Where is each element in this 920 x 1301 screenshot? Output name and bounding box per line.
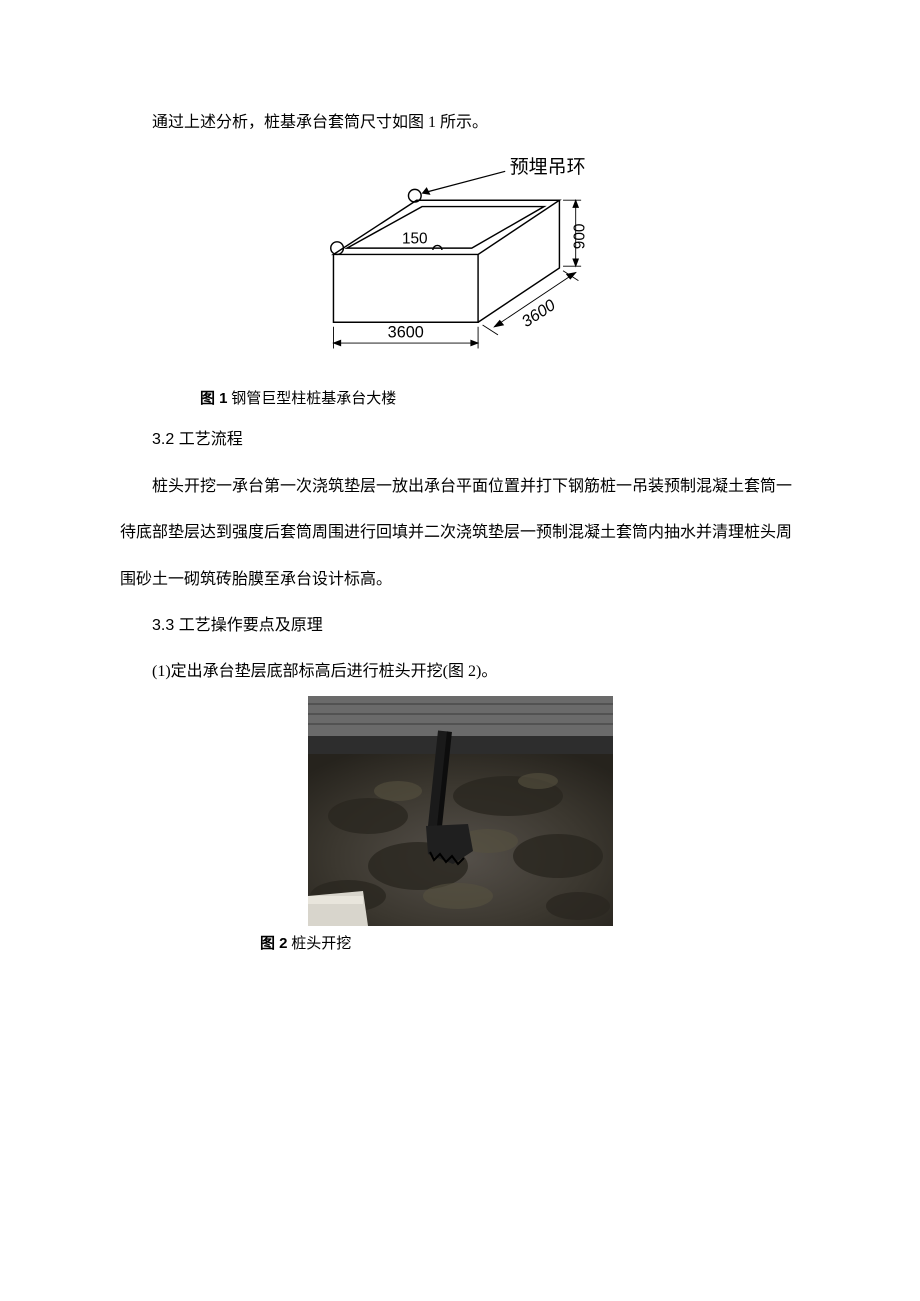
label-hook: 预埋吊环 [510, 157, 586, 179]
figure-1-caption: 图 1 钢管巨型柱桩基承台大楼 [200, 385, 800, 413]
figure-2-text: 桩头开挖 [291, 936, 351, 952]
heading-3-2-text: 工艺流程 [179, 431, 243, 448]
heading-3-3-text: 工艺操作要点及原理 [179, 617, 323, 634]
heading-3-2-num: 3.2 [152, 431, 174, 448]
heading-3-2: 3.2 工艺流程 [120, 417, 800, 463]
dim-wall: 150 [402, 231, 428, 248]
heading-3-3-num: 3.3 [152, 617, 174, 634]
figure-1-diagram: 3600 3600 900 150 预埋吊环 [270, 146, 650, 381]
point-1: (1)定出承台垫层底部标高后进行桩头开挖(图 2)。 [120, 649, 800, 695]
process-flow-paragraph: 桩头开挖一承台第一次浇筑垫层一放出承台平面位置并打下钢筋桩一吊装预制混凝土套筒一… [120, 464, 800, 603]
figure-2 [120, 696, 800, 926]
intro-paragraph: 通过上述分析，桩基承台套筒尺寸如图 1 所示。 [120, 100, 800, 146]
figure-2-caption: 图 2 桩头开挖 [260, 930, 800, 958]
figure-2-num: 图 2 [260, 935, 288, 952]
figure-1-text: 钢管巨型柱桩基承台大楼 [231, 391, 396, 407]
dim-side: 3600 [519, 297, 559, 332]
figure-1: 3600 3600 900 150 预埋吊环 [120, 146, 800, 381]
dim-height: 900 [572, 224, 589, 250]
figure-1-num: 图 1 [200, 390, 228, 407]
dim-front: 3600 [388, 324, 424, 342]
heading-3-3: 3.3 工艺操作要点及原理 [120, 603, 800, 649]
figure-2-photo [308, 696, 613, 926]
document-page: 通过上述分析，桩基承台套筒尺寸如图 1 所示。 [0, 0, 920, 1301]
